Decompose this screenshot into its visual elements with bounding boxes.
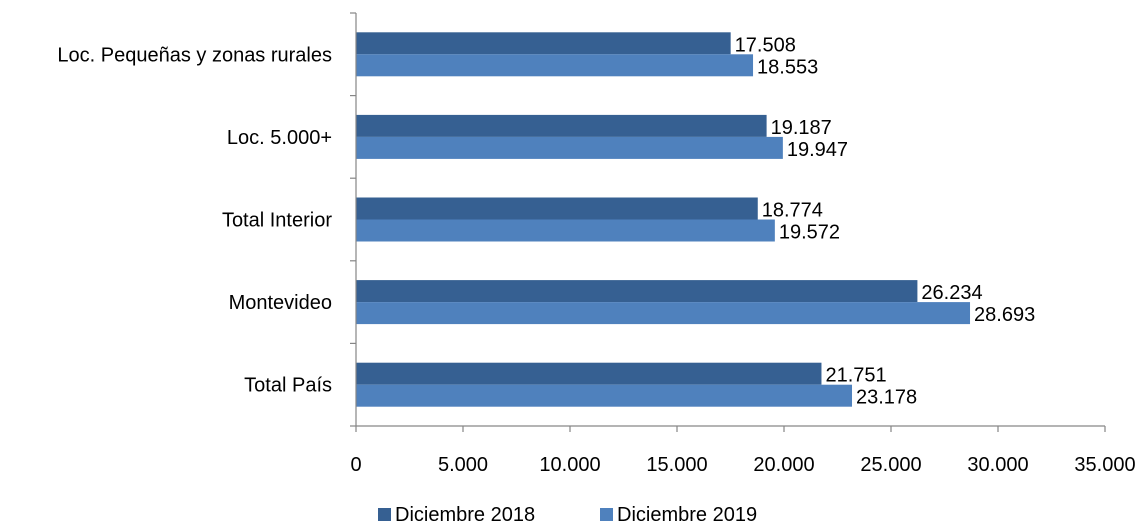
bars-layer: [356, 32, 971, 407]
legend-label: Diciembre 2018: [395, 504, 535, 526]
data-label: 28.693: [974, 304, 1035, 326]
bar: [356, 219, 775, 242]
legend-label: Diciembre 2019: [617, 504, 757, 526]
data-label: 26.234: [921, 282, 982, 304]
legend-swatch: [378, 508, 391, 521]
bar: [356, 197, 758, 220]
data-label: 19.187: [771, 117, 832, 139]
data-label: 18.553: [757, 56, 818, 78]
data-label: 19.572: [779, 222, 840, 244]
bar: [356, 32, 731, 55]
category-label: Montevideo: [229, 292, 332, 314]
bar: [356, 54, 754, 77]
x-tick-label: 10.000: [539, 454, 600, 476]
category-label: Total Interior: [222, 210, 332, 232]
data-label: 17.508: [735, 34, 796, 56]
data-label: 21.751: [825, 365, 886, 387]
bar: [356, 384, 853, 407]
x-tick-label: 35.000: [1074, 454, 1135, 476]
category-label: Loc. Pequeñas y zonas rurales: [57, 44, 332, 66]
category-label: Total País: [244, 375, 332, 397]
x-tick-label: 25.000: [860, 454, 921, 476]
bar: [356, 302, 971, 325]
data-label: 23.178: [856, 387, 917, 409]
legend-swatch: [600, 508, 613, 521]
data-label: 18.774: [762, 200, 823, 222]
axes-layer: 0 5.000 10.000 15.000 20.000 25.000 30.000 35.0…: [350, 12, 1136, 476]
bar: [356, 114, 767, 137]
category-label: Loc. 5.000+: [227, 127, 332, 149]
x-tick-label: 15.000: [646, 454, 707, 476]
legend: Diciembre 2018 Diciembre 2019: [378, 504, 757, 526]
bar: [356, 136, 783, 159]
data-label: 19.947: [787, 139, 848, 161]
x-tick-label: 0: [350, 454, 361, 476]
x-tick-label: 30.000: [967, 454, 1028, 476]
bar: [356, 362, 822, 385]
x-tick-label: 5.000: [438, 454, 488, 476]
category-labels-layer: Loc. Pequeñas y zonas rurales Loc. 5.000+…: [57, 44, 332, 396]
bar: [356, 280, 918, 303]
x-tick-label: 20.000: [753, 454, 814, 476]
